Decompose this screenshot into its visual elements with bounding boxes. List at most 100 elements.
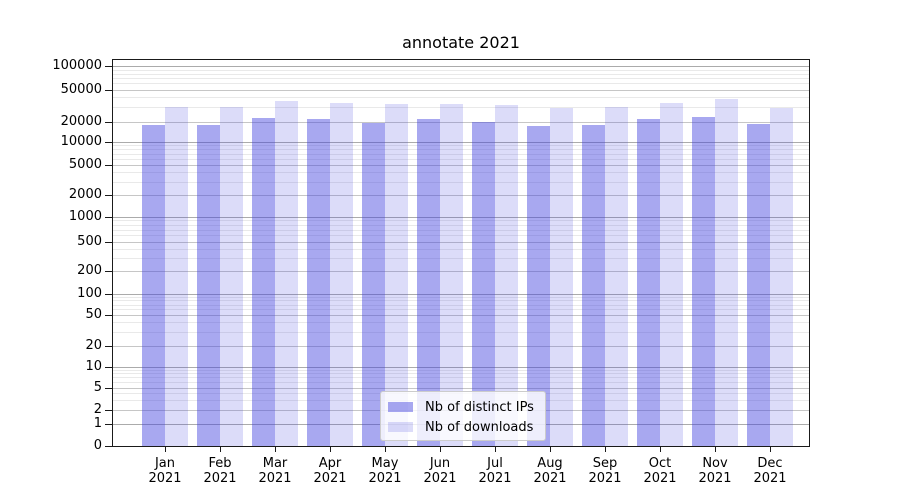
minor-gridline: [112, 322, 810, 324]
major-gridline: [112, 66, 810, 67]
bar-ips-aug: [527, 125, 550, 447]
y-tick: [105, 366, 112, 368]
x-tick: [550, 447, 551, 452]
x-tick-label: Apr 2021: [302, 456, 358, 486]
minor-gridline: [112, 369, 810, 371]
minor-gridline: [112, 304, 810, 306]
x-tick: [385, 447, 386, 452]
x-tick-label: Jan 2021: [137, 456, 193, 486]
x-tick: [770, 447, 771, 452]
year-label: 2021: [698, 471, 732, 486]
bar-ips-jan: [142, 125, 165, 447]
bar-ips-jul: [472, 121, 495, 447]
y-tick: [105, 121, 112, 123]
year-label: 2021: [588, 471, 622, 486]
year-label: 2021: [753, 471, 787, 486]
y-tick-label: 0: [93, 438, 102, 453]
minor-gridline: [112, 181, 810, 183]
y-tick: [105, 293, 112, 295]
major-gridline: [112, 242, 810, 243]
minor-gridline: [112, 249, 810, 251]
y-tick-label: 10000: [60, 133, 102, 149]
y-tick-label: 1: [93, 416, 102, 431]
x-tick-label: Feb 2021: [192, 456, 248, 486]
major-gridline: [112, 387, 810, 389]
x-tick: [495, 447, 496, 452]
x-tick-label: May 2021: [357, 456, 413, 486]
month-label: Jul: [487, 456, 503, 471]
month-label: Mar: [262, 456, 288, 471]
x-tick: [715, 447, 716, 452]
y-tick: [105, 410, 112, 411]
major-gridline: [112, 89, 810, 91]
minor-gridline: [112, 73, 810, 75]
minor-gridline: [112, 296, 810, 298]
minor-gridline: [112, 78, 810, 80]
month-label: Aug: [537, 456, 563, 471]
y-tick-label: 20000: [60, 113, 102, 129]
y-tick-label: 5000: [68, 157, 102, 172]
minor-gridline: [112, 309, 810, 311]
x-tick: [660, 447, 661, 452]
x-tick: [275, 447, 276, 452]
year-label: 2021: [313, 471, 347, 486]
y-tick-label: 500: [77, 234, 102, 249]
month-label: Oct: [648, 456, 672, 471]
legend-label-downloads: Nb of downloads: [425, 419, 534, 435]
bar-downloads-jun: [440, 103, 463, 447]
legend-row-downloads: Nb of downloads: [388, 417, 537, 437]
x-tick-label: Nov 2021: [687, 456, 743, 486]
minor-gridline: [112, 97, 810, 99]
bar-downloads-sep: [605, 106, 628, 447]
x-tick: [330, 447, 331, 452]
y-tick-label: 5: [93, 379, 102, 395]
minor-gridline: [112, 69, 810, 71]
y-tick-label: 10: [85, 358, 102, 374]
major-gridline: [112, 293, 810, 295]
minor-gridline: [112, 220, 810, 222]
bar-ips-dec: [747, 124, 770, 447]
y-tick: [105, 66, 112, 67]
bar-ips-oct: [637, 118, 660, 447]
minor-gridline: [112, 149, 810, 151]
minor-gridline: [112, 153, 810, 155]
chart-title: annotate 2021: [402, 33, 520, 52]
year-label: 2021: [478, 471, 512, 486]
bar-ips-may: [362, 122, 385, 447]
y-tick-label: 50000: [60, 81, 102, 97]
minor-gridline: [112, 377, 810, 379]
bar-downloads-apr: [330, 103, 353, 447]
legend-row-distinct-ips: Nb of distinct IPs: [388, 397, 537, 417]
legend: Nb of distinct IPs Nb of downloads: [380, 391, 546, 441]
y-tick: [105, 242, 112, 243]
bar-downloads-aug: [550, 108, 573, 447]
month-label: Apr: [318, 456, 342, 471]
minor-gridline: [112, 235, 810, 237]
bar-ips-feb: [197, 125, 220, 447]
y-tick-label: 200: [77, 263, 102, 278]
x-tick-label: Sep 2021: [577, 456, 633, 486]
y-tick: [105, 424, 112, 425]
bar-downloads-jan: [165, 106, 188, 447]
y-tick: [105, 89, 112, 91]
y-tick-label: 50: [85, 307, 102, 322]
y-tick-label: 1000: [68, 208, 102, 224]
legend-swatch-distinct-ips: [388, 402, 413, 412]
minor-gridline: [112, 145, 810, 147]
y-tick: [105, 446, 112, 447]
y-tick-label: 100: [77, 285, 102, 301]
minor-gridline: [112, 381, 810, 383]
y-tick: [105, 195, 112, 196]
bar-downloads-dec: [770, 108, 793, 447]
minor-gridline: [112, 332, 810, 333]
bar-ips-apr: [307, 119, 330, 447]
bar-downloads-oct: [660, 103, 683, 447]
y-tick: [105, 141, 112, 143]
y-tick-label: 2000: [68, 187, 102, 202]
minor-gridline: [112, 224, 810, 226]
minor-gridline: [112, 373, 810, 375]
year-label: 2021: [368, 471, 402, 486]
bar-ips-mar: [252, 118, 275, 447]
y-tick: [105, 165, 112, 166]
